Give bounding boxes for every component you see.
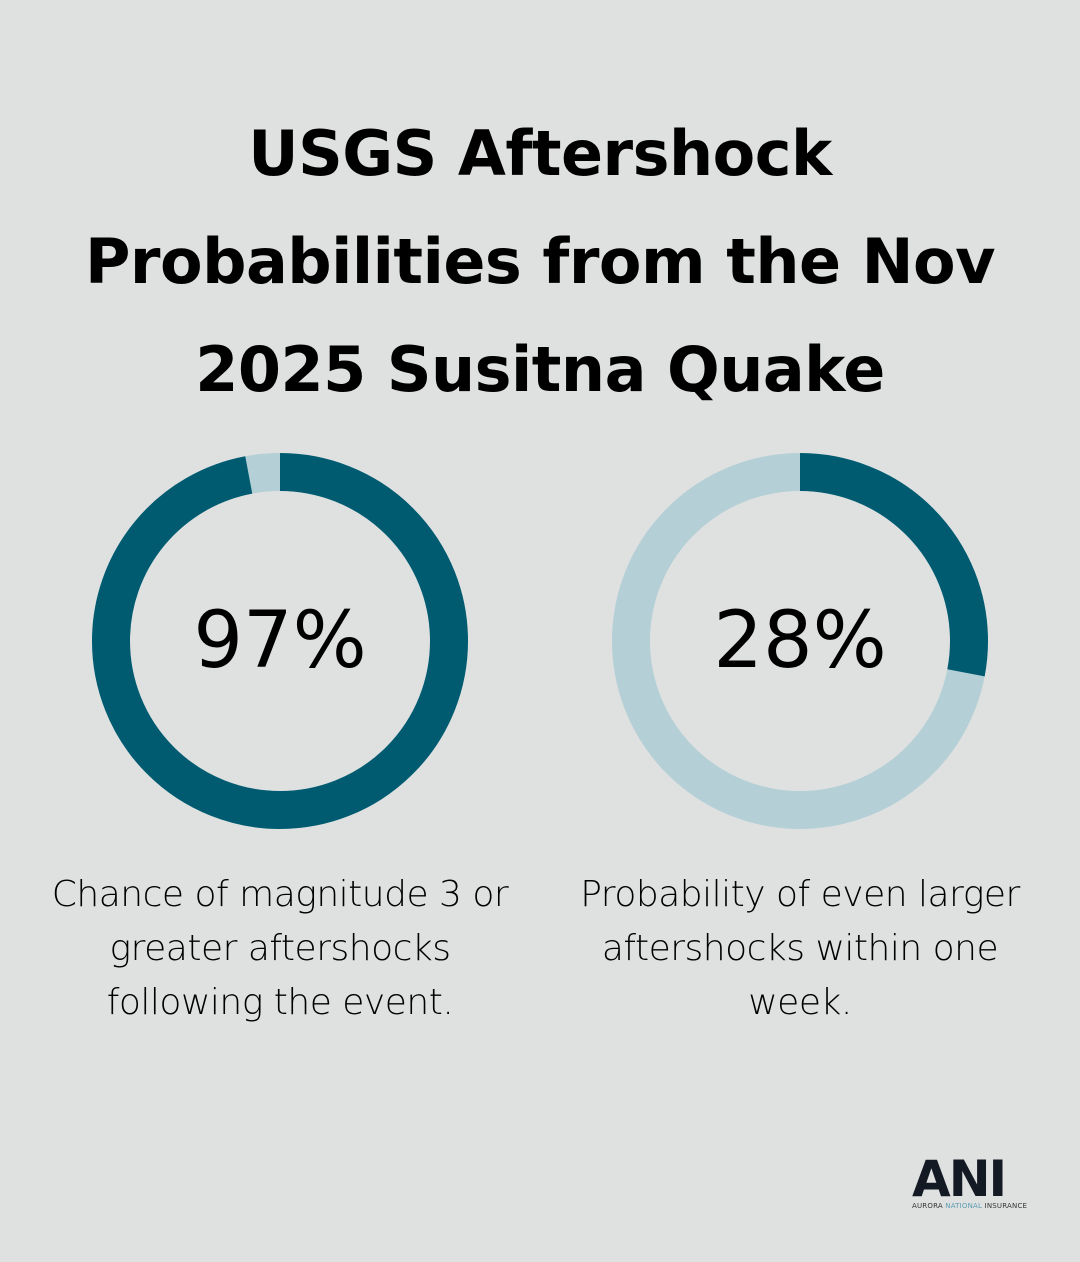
donut-chart-1: 97% [92,453,468,829]
caption-2-line-3: week. [748,982,852,1023]
stat-value-1: 97% [193,596,367,686]
caption-1-line-3: following the event. [106,982,454,1023]
donut-ring-1 [92,453,468,829]
stat-caption-2: Probability of even larger aftershocks w… [550,868,1050,1030]
caption-1-line-2: greater aftershocks [109,928,452,969]
stat-value-2: 28% [713,596,887,686]
donut-chart-2: 28% [612,453,988,829]
logo-subtitle: AURORA NATIONAL INSURANCE [912,1202,1028,1210]
page-title: USGS Aftershock Probabilities from the N… [0,100,1080,424]
title-line-1: USGS Aftershock [248,117,832,190]
title-line-3: 2025 Susitna Quake [195,333,885,406]
caption-1-line-1: Chance of magnitude 3 or [51,874,509,915]
caption-2-line-1: Probability of even larger [580,874,1020,915]
donut-ring-2 [612,453,988,829]
caption-2-line-2: aftershocks within one [601,928,999,969]
logo-mark: ANI [912,1150,1007,1208]
brand-logo: ANI AURORA NATIONAL INSURANCE [912,1150,1028,1212]
stat-caption-1: Chance of magnitude 3 or greater aftersh… [30,868,530,1030]
title-line-2: Probabilities from the Nov [84,225,996,298]
